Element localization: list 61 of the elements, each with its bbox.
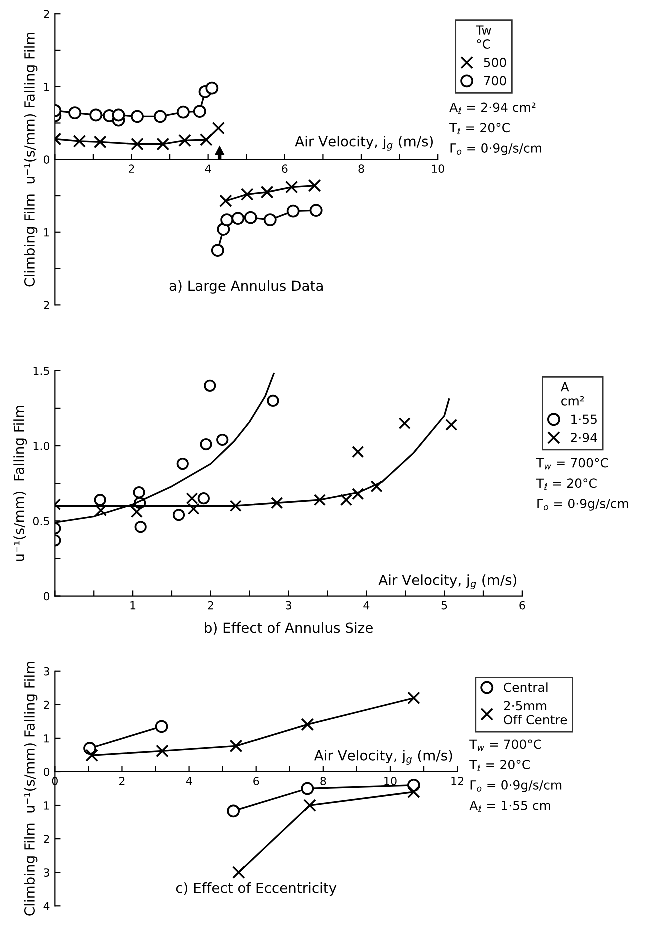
text: T$_{w}$ = 700°C [470,740,542,752]
legend-label: 500 [484,58,506,68]
x-tick-label: 8 [320,777,326,786]
x-tick-label: 6 [520,601,526,610]
y-tick-label: 3 [44,868,50,877]
text: T$_{ℓ}$ = 20°C [470,760,530,772]
x-axis-title: Air Velocity, j$_{g}$ (m/s) [314,750,452,765]
y-tick-label: 1 [44,734,50,743]
y-tick-label: 0 [44,768,50,776]
x-axis-title: Air Velocity, j$_{g}$ (m/s) [378,574,517,590]
text: T$_{ℓ}$ = 20°C [450,123,510,135]
text: Γ$_{o}$ = 0·9g/s/cm [450,144,542,156]
text: T$_{ℓ}$ = 20°C [536,478,597,490]
text: A$_{ℓ}$ = 1·55 cm [470,801,550,812]
x-tick-label: 4 [364,601,370,610]
legend-label: 700 [484,76,506,86]
y-tick-label: 2 [44,10,50,18]
text: c) Effect of Eccentricity [176,882,337,896]
y-tick-label: 1.5 [34,367,50,376]
y-axis-title: u⁻¹(s/mm) Falling Film [14,406,28,562]
x-tick-label: 2 [129,164,134,173]
legend-label: 2·94 [571,433,598,443]
x-tick-label: 2 [120,777,125,786]
y-axis-title: Climbing Film u⁻¹(s/mm) Falling Film [24,32,38,287]
x-tick-label: 4 [205,164,212,173]
x-tick-label: 5 [442,601,448,610]
y-tick-label: 1 [44,802,50,810]
x-tick-label: 10 [384,777,397,786]
y-tick-label: 0 [44,592,50,601]
text: b) Effect of Annulus Size [205,622,373,635]
x-tick-label: 12 [452,777,464,786]
text: Γ$_{o}$ = 0·9g/s/cm [470,780,562,792]
legend-label: 1·55 [572,414,597,424]
legend-title: A cm² [560,382,584,406]
y-tick-label: 4 [44,902,50,910]
x-tick-label: 2 [208,601,214,610]
text: A$_{ℓ}$ = 2·94 cm² [450,102,536,114]
text: T$_{w}$ = 700°C [536,458,608,470]
x-tick-label: 4 [186,777,192,786]
x-tick-label: 1 [130,601,136,610]
x-tick-label: 3 [286,601,292,610]
legend-label: Central [504,682,548,692]
x-axis-title: Air Velocity, j$_{g}$ (m/s) [295,136,434,151]
y-tick-label: 0 [44,156,50,164]
y-tick-label: 0.5 [33,517,50,526]
legend-title: Tw °C [476,26,492,50]
y-tick-label: 3 [44,667,50,676]
y-axis-title: Climbing Film u⁻¹(s/mm) Falling Film [24,662,38,916]
x-tick-label: 10 [432,164,444,174]
x-tick-label: 6 [282,164,288,174]
y-tick-label: 1 [44,82,50,92]
text: Γ$_{o}$ = 0·9g/s/cm [538,499,628,511]
y-tick-label: 2 [44,700,50,710]
x-tick-label: 6 [254,777,260,786]
x-tick-label: 8 [358,164,364,174]
y-tick-label: 2 [44,835,50,844]
legend-label: 2·5mm Off Centre [504,701,568,725]
y-tick-label: 2 [44,301,50,310]
y-tick-label: 1 [44,228,50,237]
text: a) Large Annulus Data [170,280,323,294]
y-tick-label: 1.0 [34,442,50,450]
